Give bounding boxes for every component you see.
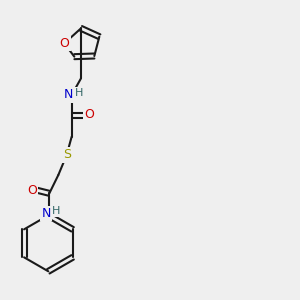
Text: O: O xyxy=(84,109,94,122)
Text: S: S xyxy=(63,148,71,161)
Text: N: N xyxy=(64,88,74,101)
Text: O: O xyxy=(27,184,37,196)
Text: H: H xyxy=(52,206,61,216)
Text: H: H xyxy=(74,88,83,98)
Text: N: N xyxy=(42,207,51,220)
Text: O: O xyxy=(59,37,69,50)
